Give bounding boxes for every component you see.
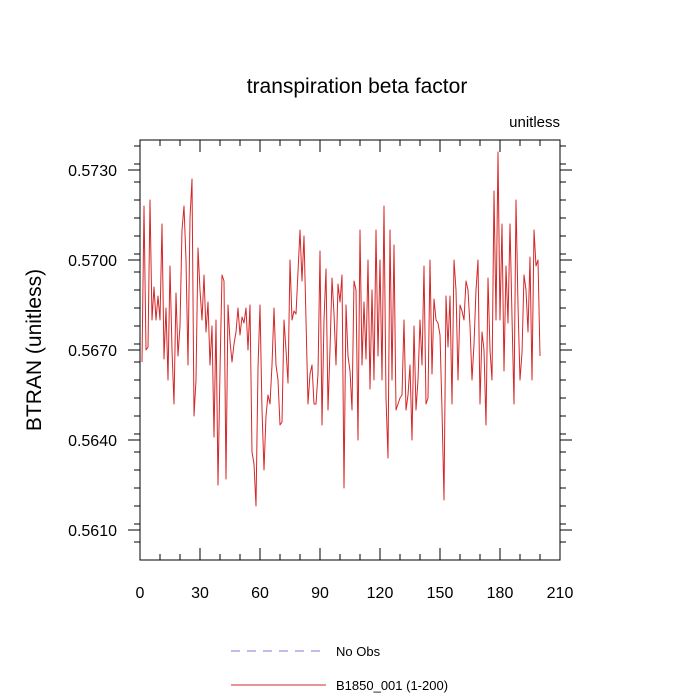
axis-ticks — [128, 140, 572, 560]
x-tick-label: 150 — [427, 585, 454, 602]
y-tick-labels: 0.5610 0.5640 0.5670 0.5700 0.5730 — [68, 163, 117, 540]
legend: No Obs B1850_001 (1-200) — [231, 644, 448, 693]
y-tick-label: 0.5610 — [68, 523, 117, 540]
legend-label-no-obs: No Obs — [336, 644, 381, 659]
legend-label-b1850: B1850_001 (1-200) — [336, 678, 448, 693]
series-group — [141, 151, 541, 507]
x-tick-label: 60 — [251, 585, 269, 602]
y-tick-label: 0.5700 — [68, 253, 117, 270]
y-tick-label: 0.5640 — [68, 433, 117, 450]
x-tick-labels: 0 30 60 90 120 150 180 210 — [136, 585, 574, 602]
series-line-b1850 — [141, 151, 541, 507]
x-tick-label: 30 — [191, 585, 209, 602]
y-tick-label: 0.5730 — [68, 163, 117, 180]
x-tick-label: 210 — [547, 585, 574, 602]
y-tick-label: 0.5670 — [68, 343, 117, 360]
x-tick-label: 0 — [136, 585, 145, 602]
x-tick-label: 120 — [367, 585, 394, 602]
chart-title: transpiration beta factor — [247, 75, 468, 98]
y-axis-label: BTRAN (unitless) — [23, 269, 46, 431]
x-tick-label: 90 — [311, 585, 329, 602]
units-label: unitless — [509, 114, 560, 131]
x-tick-label: 180 — [487, 585, 514, 602]
